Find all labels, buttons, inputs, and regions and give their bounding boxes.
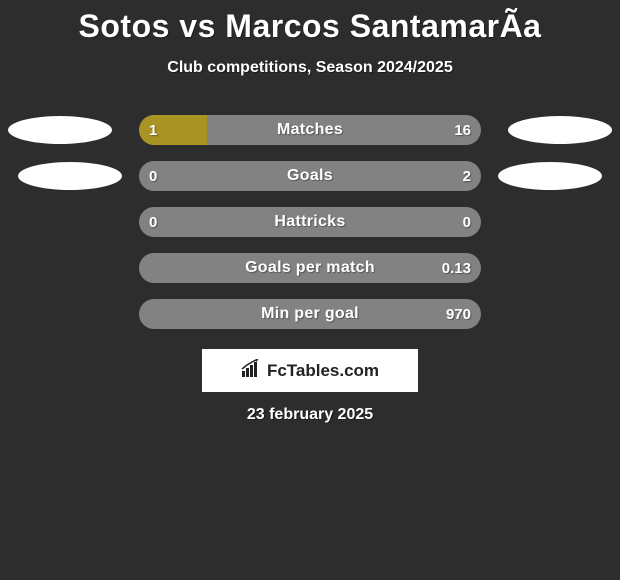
stats-panel: 116Matches 02Goals 00Hattricks 0.13Goals pe… xyxy=(0,107,620,337)
stat-label: Hattricks xyxy=(139,207,481,237)
stat-bar-track: 02Goals xyxy=(139,161,481,191)
brand-box[interactable]: FcTables.com xyxy=(202,349,418,392)
stat-label: Goals xyxy=(139,161,481,191)
brand-chart-icon xyxy=(241,359,263,382)
stat-bar-track: 00Hattricks xyxy=(139,207,481,237)
stat-label: Min per goal xyxy=(139,299,481,329)
stat-label: Goals per match xyxy=(139,253,481,283)
page-title: Sotos vs Marcos SantamarÃ­a xyxy=(0,0,620,45)
stat-bar-track: 970Min per goal xyxy=(139,299,481,329)
page-subtitle: Club competitions, Season 2024/2025 xyxy=(0,59,620,77)
stat-bar-track: 116Matches xyxy=(139,115,481,145)
stat-label: Matches xyxy=(139,115,481,145)
stat-row: 02Goals xyxy=(0,153,620,199)
stat-row: 0.13Goals per match xyxy=(0,245,620,291)
stat-bar-track: 0.13Goals per match xyxy=(139,253,481,283)
stat-row: 00Hattricks xyxy=(0,199,620,245)
date: 23 february 2025 xyxy=(0,406,620,424)
brand-text: FcTables.com xyxy=(267,361,379,381)
stat-row: 970Min per goal xyxy=(0,291,620,337)
stat-row: 116Matches xyxy=(0,107,620,153)
